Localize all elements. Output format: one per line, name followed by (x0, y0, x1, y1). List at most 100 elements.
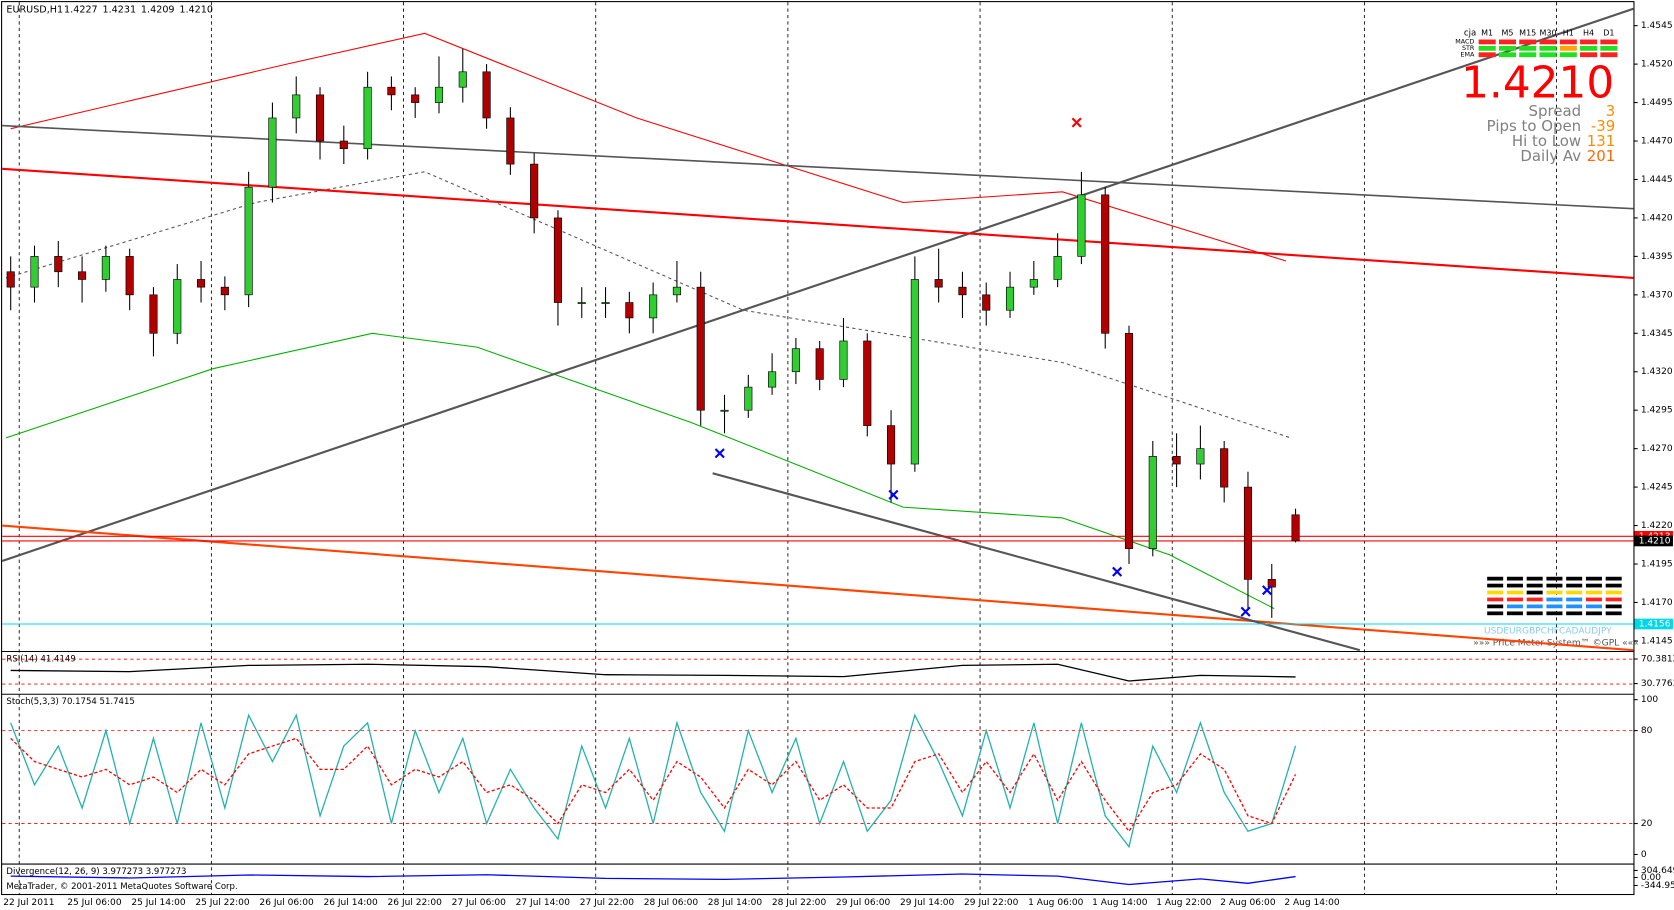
copyright: MetaTrader, © 2001-2011 MetaQuotes Softw… (6, 882, 237, 892)
stat-label: Pips to Open (1487, 117, 1581, 135)
signal-cell (1519, 39, 1537, 45)
signal-cell (1478, 45, 1496, 51)
last-close: 1.4210 (179, 5, 213, 16)
y-tick-label: 1.4395 (1641, 252, 1673, 262)
candle-body (958, 286, 967, 296)
timeframe-label: H4 (1583, 29, 1594, 38)
time-label: 1 Aug 14:00 (1092, 898, 1148, 908)
signal-cell (1519, 45, 1537, 51)
signal-cross (714, 448, 725, 459)
signal-row-label: MACD (1455, 38, 1474, 46)
meter-bar (1526, 576, 1543, 581)
meter-bar (1506, 597, 1523, 602)
y-tick-label: 100 (1641, 695, 1659, 705)
overlay-line (1, 7, 1634, 562)
y-tick-label: 1.4195 (1641, 560, 1673, 570)
meter-bar (1585, 576, 1602, 581)
y-tick-label: 1.4220 (1641, 521, 1673, 531)
meter-bar (1546, 583, 1563, 588)
overlay-line (2, 524, 1634, 652)
meter-bar (1585, 611, 1602, 616)
candle-body (530, 163, 539, 219)
meter-bar (1506, 576, 1523, 581)
big-price: 1.4210 (1461, 57, 1614, 108)
signal-cell (1498, 45, 1516, 51)
candle-body (553, 217, 563, 303)
candle-body (101, 256, 110, 280)
meter-bar (1506, 590, 1523, 595)
time-label: 25 Jul 06:00 (67, 898, 122, 908)
meter-bar (1526, 590, 1543, 595)
signal-cell (1519, 52, 1537, 58)
candle-body (1172, 456, 1181, 465)
timeframe-label: D1 (1603, 29, 1614, 38)
candle-body (434, 86, 444, 103)
price-tag-label: 1.4156 (1639, 620, 1671, 630)
signal-cell (1580, 45, 1598, 51)
meter-bar (1506, 583, 1523, 588)
candle-body (1196, 448, 1205, 465)
candle-body (601, 302, 610, 304)
indicator-line (10, 663, 1296, 682)
meter-bar (1487, 597, 1504, 602)
indicator-line (10, 873, 1296, 886)
meter-bar (1546, 590, 1563, 595)
timeframe-label: M1 (1481, 29, 1493, 38)
candle-body (577, 302, 586, 304)
time-label: 27 Jul 06:00 (452, 898, 507, 908)
meter-bar (1546, 604, 1563, 609)
y-tick-label: 1.4470 (1641, 137, 1673, 147)
signal-cross (1240, 606, 1251, 617)
overlay-line (5, 171, 1292, 439)
meter-bar (1506, 611, 1523, 616)
stat-value: -39 (1591, 117, 1615, 135)
candle-body (387, 86, 396, 96)
signal-row-label: STR (1462, 44, 1475, 52)
symbol-title: EURUSD,H1 (6, 5, 63, 16)
time-label: 25 Jul 14:00 (131, 898, 186, 908)
meter-bar (1585, 604, 1602, 609)
y-tick-label: 1.4320 (1641, 367, 1673, 377)
meter-bar (1487, 583, 1504, 588)
time-label: 26 Jul 22:00 (388, 898, 443, 908)
candle-body (625, 302, 634, 319)
meter-bar (1566, 611, 1583, 616)
candle-body (78, 271, 87, 280)
candle-body (982, 294, 991, 311)
time-label: 29 Jul 22:00 (964, 898, 1019, 908)
overlay-line (5, 332, 1275, 610)
indicator-line (10, 737, 1297, 833)
candle-body (30, 256, 39, 288)
meter-bar (1566, 597, 1583, 602)
candle-body (1124, 332, 1134, 549)
meter-bar (1605, 576, 1622, 581)
meter-bar (1566, 590, 1583, 595)
last-high: 1.4231 (102, 5, 136, 16)
candle-body (54, 256, 63, 273)
candle-body (339, 140, 348, 150)
signal-cell (1600, 52, 1618, 58)
time-label: 28 Jul 14:00 (708, 898, 763, 908)
candle-body (696, 286, 705, 411)
candle-body (173, 279, 182, 334)
candle-body (244, 186, 253, 296)
chart-frame (1, 1, 1635, 896)
meter-bar (1605, 583, 1622, 588)
time-label: 2 Aug 06:00 (1220, 898, 1276, 908)
y-tick-label: -344.950 (1641, 881, 1674, 891)
signal-cross (1112, 566, 1123, 577)
y-tick-label: 1.4445 (1641, 175, 1673, 185)
meter-bar (1526, 604, 1543, 609)
candle-body (649, 294, 658, 319)
time-label: 1 Aug 06:00 (1028, 898, 1084, 908)
time-label: 29 Jul 14:00 (900, 898, 955, 908)
candle-body (1101, 194, 1110, 334)
timeframe-label: M5 (1501, 29, 1513, 38)
candle-body (1220, 448, 1229, 488)
time-label: 22 Jul 2011 (3, 898, 54, 908)
candle-body (1148, 456, 1157, 549)
signal-cross (1261, 585, 1273, 596)
time-label: 27 Jul 14:00 (516, 898, 571, 908)
meter-bar (1605, 604, 1622, 609)
